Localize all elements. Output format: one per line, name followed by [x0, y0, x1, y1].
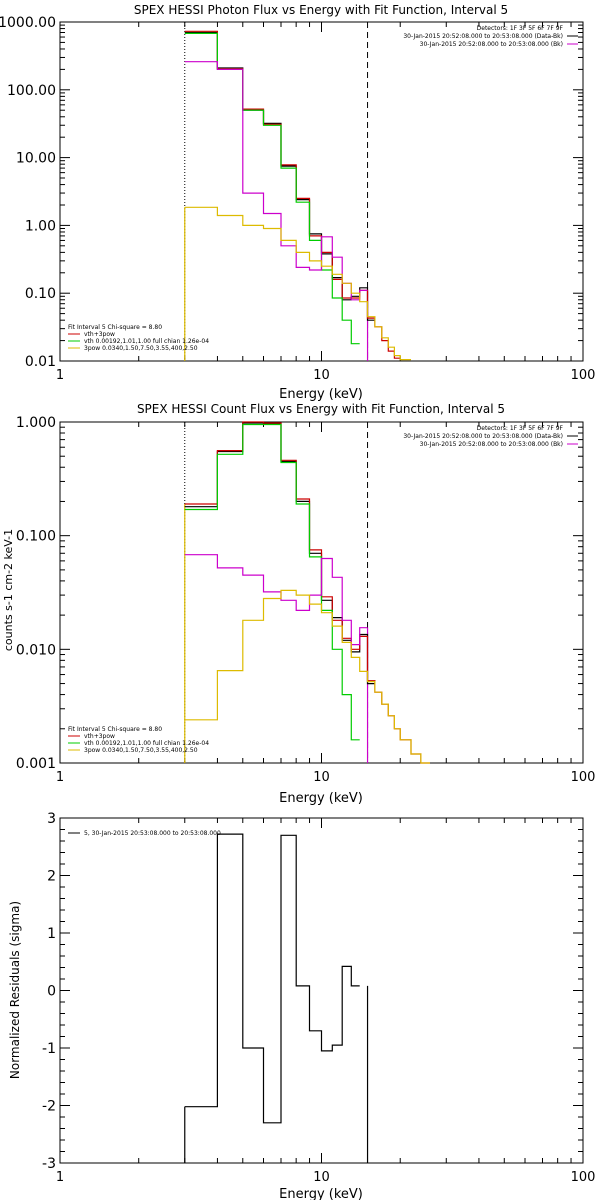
y-tick-label: 0.10: [25, 286, 56, 302]
photon-flux-plot-area: 1 10 100 0.01 0.10 1.00 10.00 100.00 1000.00 Dete…: [0, 15, 595, 383]
series-2-histogram: [184, 32, 360, 345]
count-flux-title: SPEX HESSI Count Flux vs Energy with Fit…: [137, 402, 505, 416]
x-tick-label: 100: [571, 770, 596, 785]
series-0-histogram: [184, 833, 360, 1124]
plot-frame: [59, 817, 584, 1164]
legend-text: vth+3pow: [84, 331, 115, 338]
residuals-plot-area: 1 10 100 -3 -2 -1 0 1 2 3 5, 30-Jan-2015 20:53:08.…: [42, 811, 595, 1185]
y-tick-label: 10.00: [16, 151, 56, 167]
x-tick-label: 1: [56, 1170, 64, 1185]
legend-text: vth 0.00192,1.01,1.00 full chian 1.26e-0…: [84, 338, 209, 345]
series-1-histogram: [184, 421, 430, 764]
x-tick-label: 10: [313, 770, 330, 785]
series-0-histogram: [184, 422, 375, 685]
residuals-xlabel: Energy (keV): [279, 1187, 363, 1200]
series-2-histogram: [184, 423, 360, 741]
legend-text: Fit Interval 5 Chi-square = 8.80: [68, 324, 162, 331]
plot-frame: [59, 21, 584, 362]
header-text: 30-Jan-2015 20:52:08.000 to 20:53:08.000…: [403, 433, 563, 440]
y-tick-label: 0: [47, 984, 56, 1000]
legend-text: 3pow 0.0340,1.50,7.50,3.55,400,2.50: [84, 747, 198, 754]
header-text: 30-Jan-2015 20:52:08.000 to 20:53:08.000…: [420, 41, 563, 48]
photon-flux-xlabel: Energy (keV): [279, 387, 363, 402]
x-tick-label: 100: [571, 1170, 596, 1185]
y-tick-label: 0.010: [16, 642, 56, 658]
y-tick-label: 0.01: [25, 354, 56, 370]
y-tick-label: 0.001: [16, 756, 56, 772]
y-tick-label: -1: [42, 1041, 56, 1057]
header-text: Detectors: 1F 3F 5F 6F 7F 9F: [477, 25, 564, 32]
legend-text: 5, 30-Jan-2015 20:53:08.000 to 20:53:08.…: [84, 830, 221, 837]
x-tick-label: 10: [313, 1170, 330, 1185]
y-tick-label: 1000.00: [0, 15, 56, 31]
x-tick-label: 1: [56, 770, 64, 785]
y-tick-label: 3: [47, 811, 56, 827]
residuals-panel: Energy (keV) Normalized Residuals (sigma…: [8, 811, 595, 1200]
y-tick-label: -3: [42, 1156, 56, 1172]
header-text: Detectors: 1F 3F 5F 6F 7F 9F: [477, 425, 564, 432]
series-3-histogram: [184, 61, 368, 301]
x-tick-label: 10: [313, 368, 330, 383]
count-flux-plot-area: 1 10 100 0.001 0.010 0.100 1.000 Detectors: 1F …: [16, 415, 596, 785]
legend-text: vth+3pow: [84, 733, 115, 740]
residuals-ylabel: Normalized Residuals (sigma): [8, 901, 22, 1079]
y-tick-label: -2: [42, 1099, 56, 1115]
x-tick-label: 1: [56, 368, 64, 383]
y-tick-label: 1.00: [25, 218, 56, 234]
y-tick-label: 0.100: [16, 529, 56, 545]
legend-text: Fit Interval 5 Chi-square = 8.80: [68, 726, 162, 733]
header-text: 30-Jan-2015 20:52:08.000 to 20:53:08.000…: [420, 441, 563, 448]
series-3-histogram: [184, 554, 368, 646]
count-flux-xlabel: Energy (keV): [279, 791, 363, 806]
x-tick-label: 100: [571, 368, 596, 383]
y-tick-label: 2: [47, 869, 56, 885]
y-tick-label: 1.000: [16, 415, 56, 431]
series-4-histogram: [184, 206, 411, 361]
legend-text: 3pow 0.0340,1.50,7.50,3.55,400,2.50: [84, 345, 198, 352]
photon-flux-title: SPEX HESSI Photon Flux vs Energy with Fi…: [134, 3, 508, 17]
y-tick-label: 1: [47, 926, 56, 942]
count-flux-panel: SPEX HESSI Count Flux vs Energy with Fit…: [2, 402, 595, 806]
header-text: 30-Jan-2015 20:52:08.000 to 20:53:08.000…: [403, 33, 563, 40]
count-flux-ylabel: counts s-1 cm-2 keV-1: [2, 529, 15, 651]
y-tick-label: 100.00: [7, 83, 56, 99]
series-0-histogram: [184, 31, 375, 321]
legend-text: vth 0.00192,1.01,1.00 full chian 1.26e-0…: [84, 740, 209, 747]
series-4-histogram: [184, 589, 430, 764]
photon-flux-panel: SPEX HESSI Photon Flux vs Energy with Fi…: [0, 3, 595, 402]
